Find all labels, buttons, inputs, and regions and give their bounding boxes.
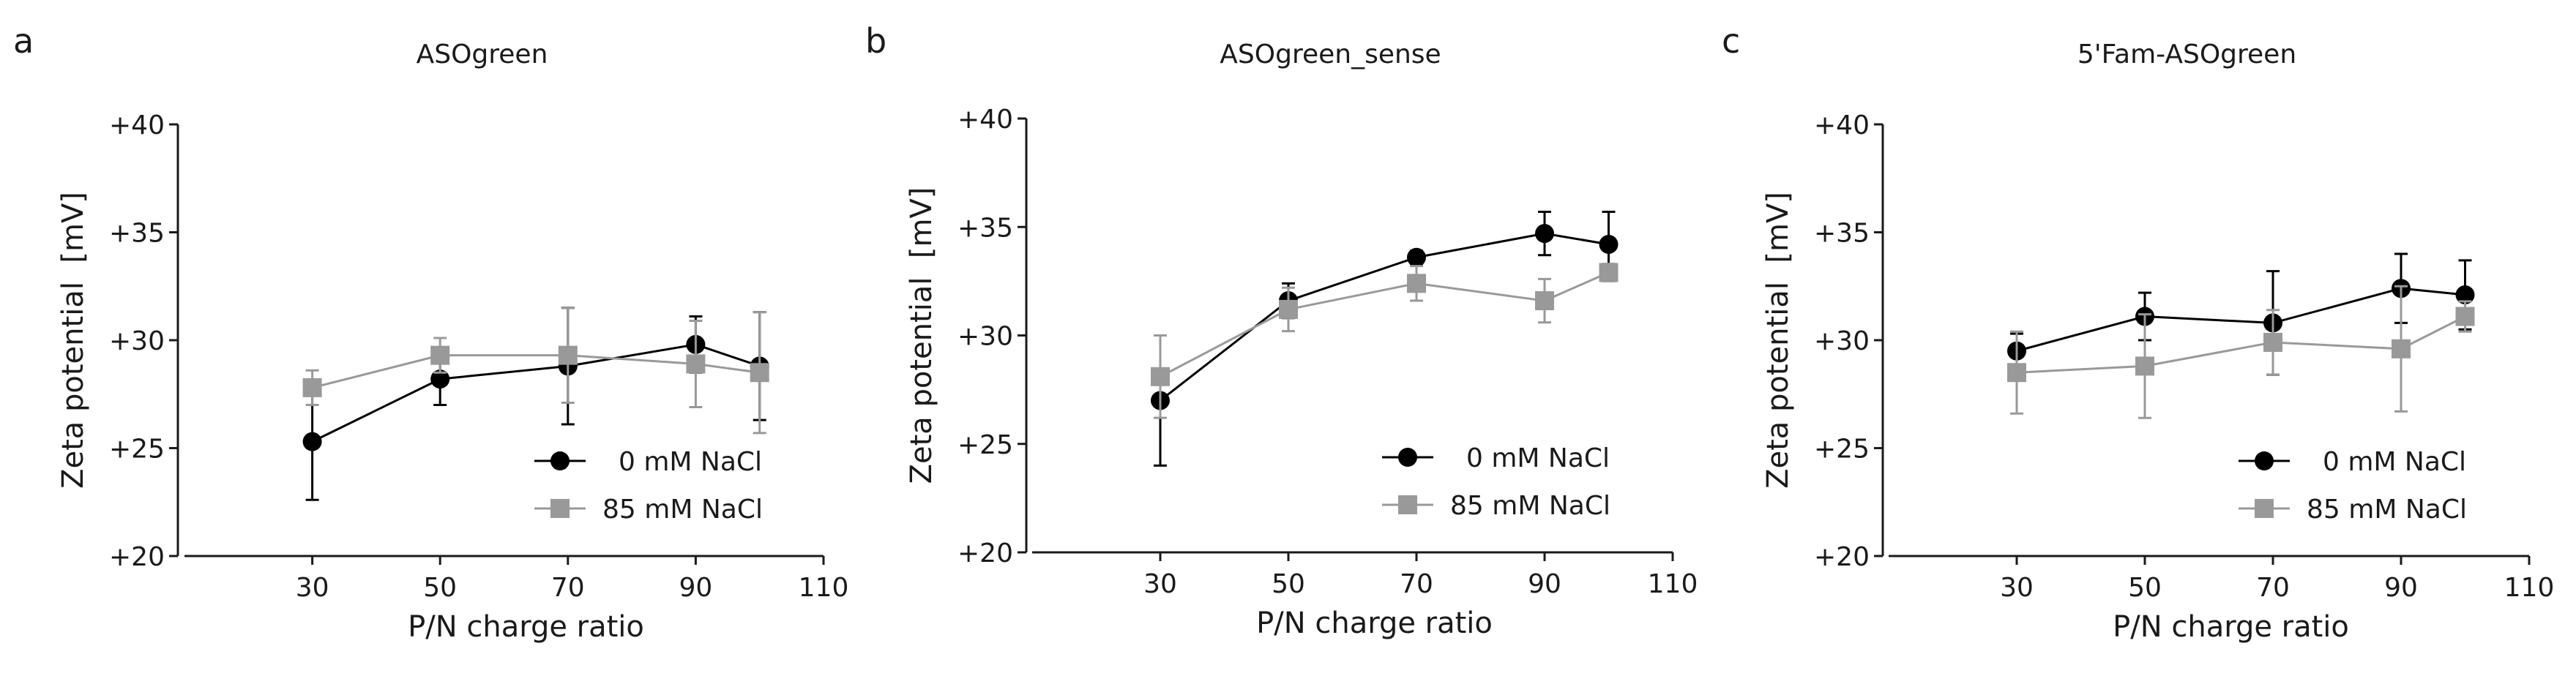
- y-tick-label: +25: [1814, 435, 1870, 465]
- y-tick-label: +40: [109, 110, 165, 140]
- y-tick-label: +35: [957, 213, 1013, 243]
- panel-letter: b: [865, 21, 886, 61]
- x-axis-label: P/N charge ratio: [2113, 610, 2349, 644]
- legend-label: 0 mM NaCl: [1466, 443, 1610, 473]
- data-point-square: [1279, 299, 1298, 319]
- legend-marker-circle: [550, 451, 570, 470]
- x-tick-label: 50: [2128, 573, 2162, 603]
- chart-title: 5'Fam-ASOgreen: [2077, 40, 2296, 70]
- data-point-square: [1535, 291, 1554, 311]
- x-tick-label: 70: [551, 573, 585, 603]
- panel-letter: a: [13, 21, 34, 61]
- data-point-square: [2263, 332, 2282, 352]
- data-point-circle: [302, 432, 322, 451]
- data-point-square: [430, 345, 450, 365]
- series-line-no-salt: [1160, 232, 1609, 402]
- x-tick-label: 110: [2504, 573, 2555, 603]
- data-point-square: [1151, 367, 1170, 386]
- data-point-square: [686, 354, 706, 374]
- x-tick-label: 50: [1272, 569, 1305, 599]
- y-tick-label: +25: [957, 430, 1013, 460]
- legend-label: 85 mM NaCl: [2307, 495, 2467, 525]
- data-point-square: [1407, 274, 1426, 293]
- x-tick-label: 70: [1400, 569, 1433, 599]
- data-point-square: [2455, 307, 2475, 326]
- x-tick-label: 30: [2000, 573, 2034, 603]
- data-point-square: [558, 345, 578, 365]
- legend-label: 85 mM NaCl: [1450, 491, 1610, 521]
- y-tick-label: +30: [109, 326, 165, 356]
- data-point-circle: [1599, 234, 1619, 254]
- x-tick-label: 50: [423, 573, 457, 603]
- y-axis-label: Zeta potential [mV]: [1761, 192, 1795, 489]
- x-tick-label: 70: [2256, 573, 2290, 603]
- chart-title: ASOgreen_sense: [1220, 40, 1441, 70]
- data-point-square: [750, 363, 769, 383]
- y-tick-label: +25: [109, 435, 165, 465]
- y-tick-label: +40: [1814, 110, 1870, 140]
- legend-label: 85 mM NaCl: [602, 495, 763, 525]
- panel-letter: c: [1722, 21, 1740, 61]
- chart-panel-c: c 5'Fam-ASOgreen +20 +25 +30 +35 +40 30 50 70 90 11…: [1722, 21, 2554, 644]
- x-tick-label: 90: [2384, 573, 2418, 603]
- x-axis-label: P/N charge ratio: [408, 610, 644, 644]
- legend-label: 0 mM NaCl: [619, 447, 762, 477]
- x-tick-label: 110: [799, 573, 849, 603]
- y-tick-label: +20: [1814, 542, 1870, 572]
- x-axis-label: P/N charge ratio: [1256, 606, 1493, 640]
- data-point-circle: [1407, 247, 1426, 267]
- y-axis-label: Zeta potential [mV]: [56, 192, 90, 489]
- y-tick-label: +30: [957, 322, 1013, 352]
- y-tick-label: +30: [1814, 326, 1870, 356]
- x-tick-label: 30: [1143, 569, 1177, 599]
- legend-label: 0 mM NaCl: [2323, 447, 2466, 477]
- legend-marker-square: [1398, 495, 1417, 514]
- y-axis-label: Zeta potential [mV]: [905, 187, 938, 484]
- data-point-square: [1599, 263, 1619, 282]
- x-tick-label: 30: [296, 573, 329, 603]
- y-tick-label: +20: [957, 538, 1013, 568]
- legend-marker-circle: [2255, 451, 2274, 470]
- legend-marker-square: [550, 499, 570, 518]
- series-line-salt: [1160, 271, 1610, 378]
- data-point-circle: [430, 369, 450, 389]
- data-point-square: [302, 378, 322, 397]
- legend-marker-square: [2255, 499, 2274, 518]
- data-point-circle: [1535, 224, 1554, 244]
- y-tick-label: +40: [957, 105, 1013, 135]
- data-point-circle: [2455, 285, 2475, 305]
- x-tick-label: 90: [1528, 569, 1561, 599]
- chart-panel-a: a ASOgreen +20 +25 +30 +35 +40 30 50 70 90 110 P/N c…: [13, 21, 848, 644]
- y-tick-label: +20: [109, 542, 165, 572]
- chart-panel-b: b ASOgreen_sense +20 +25 +30 +35 +40 30 50 70 90 11…: [865, 21, 1698, 640]
- data-point-square: [2007, 363, 2026, 383]
- legend-marker-circle: [1398, 448, 1417, 467]
- y-tick-label: +35: [109, 219, 165, 249]
- data-point-square: [2392, 339, 2411, 358]
- x-tick-label: 110: [1648, 569, 1698, 599]
- x-tick-label: 90: [679, 573, 712, 603]
- data-point-square: [2135, 356, 2154, 376]
- y-tick-label: +35: [1814, 219, 1870, 249]
- chart-title: ASOgreen: [417, 40, 548, 70]
